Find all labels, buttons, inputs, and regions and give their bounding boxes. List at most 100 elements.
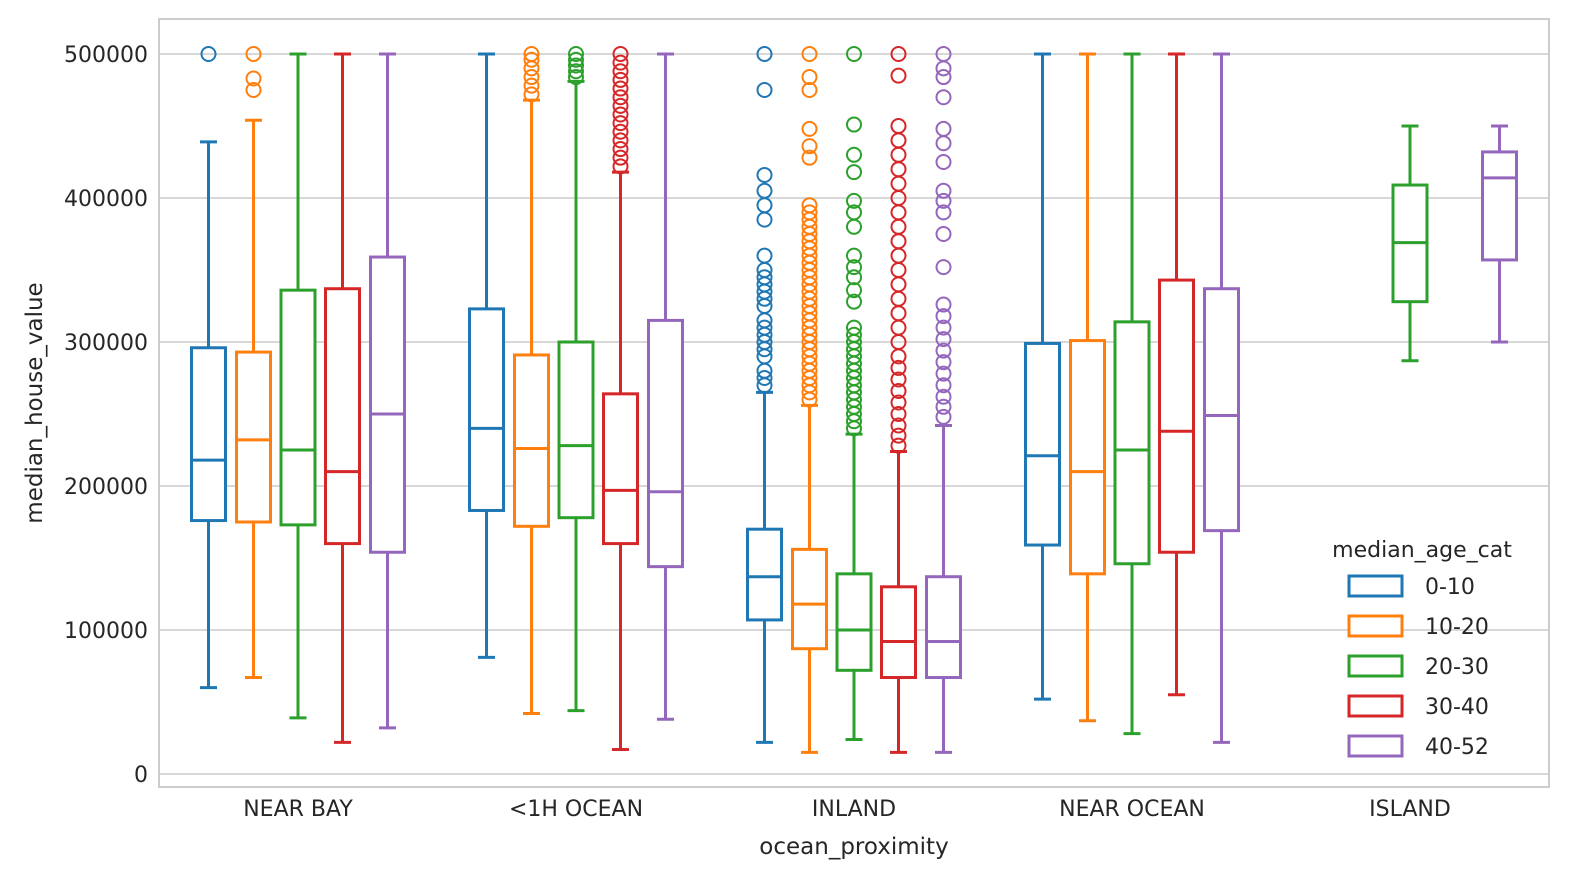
outlier-point	[935, 259, 952, 276]
box-iqr	[190, 346, 227, 523]
outlier-point	[612, 89, 629, 106]
outlier-point	[846, 146, 862, 163]
outlier-point	[245, 46, 262, 62]
x-tick-labels: NEAR BAY <1H OCEAN INLAND NEAR OCEAN ISLAND	[243, 797, 1451, 822]
outlier-point	[612, 97, 629, 114]
outlier-point	[756, 269, 773, 286]
outlier-point	[568, 57, 584, 74]
legend-swatch-20-30	[1347, 654, 1404, 678]
outlier-point	[935, 46, 952, 62]
outlier-point	[801, 82, 818, 98]
outlier-point	[890, 67, 907, 84]
outlier-point	[801, 46, 818, 62]
outlier-point	[200, 46, 217, 62]
box-iqr	[369, 255, 406, 554]
outlier-point	[756, 166, 773, 183]
box-iqr	[880, 585, 917, 680]
outlier-point	[801, 120, 818, 137]
outlier-point	[935, 319, 952, 336]
legend-label-0-10: 0-10	[1425, 575, 1475, 600]
box-0-10-INLAND	[746, 46, 783, 744]
outlier-point	[846, 293, 862, 310]
outlier-point	[846, 247, 862, 264]
outlier-point	[612, 106, 629, 123]
box-40-52-<1H OCEAN	[647, 52, 684, 721]
outlier-point	[612, 54, 629, 71]
outlier-point	[245, 82, 262, 98]
outlier-point	[612, 158, 629, 175]
legend-swatch-30-40	[1347, 694, 1404, 718]
box-10-20-<1H OCEAN	[513, 46, 550, 716]
outlier-point	[756, 370, 773, 386]
outlier-point	[801, 69, 818, 86]
box-iqr	[602, 392, 639, 546]
outlier-point	[801, 197, 818, 214]
outlier-point	[935, 204, 952, 221]
outlier-point	[935, 226, 952, 242]
outlier-point	[935, 89, 952, 106]
outlier-point	[890, 371, 907, 388]
box-20-30-NEAR OCEAN	[1113, 52, 1151, 736]
outlier-point	[935, 296, 952, 313]
box-20-30-<1H OCEAN	[557, 46, 595, 713]
box-iqr	[279, 288, 317, 527]
box-iqr	[468, 307, 505, 512]
y-tick-label: 300000	[64, 331, 148, 356]
legend-swatch-10-20	[1347, 614, 1404, 638]
outlier-point	[890, 46, 907, 62]
legend-label-30-40: 30-40	[1425, 695, 1489, 720]
outlier-point	[935, 377, 952, 394]
outlier-point	[612, 149, 629, 166]
x-axis-label: ocean_proximity	[759, 834, 948, 860]
outlier-point	[846, 326, 862, 343]
outlier-point	[612, 63, 629, 80]
legend-label-20-30: 20-30	[1425, 655, 1489, 680]
outlier-point	[568, 63, 584, 80]
outlier-point	[523, 46, 540, 62]
box-iqr	[835, 572, 873, 672]
legend-swatch-0-10	[1347, 574, 1404, 598]
box-iqr	[1158, 278, 1195, 554]
outlier-point	[890, 437, 907, 454]
outlier-point	[846, 269, 862, 286]
outlier-point	[935, 69, 952, 86]
outlier-point	[846, 319, 862, 336]
box-40-52-NEAR OCEAN	[1203, 52, 1240, 744]
y-tick-label: 500000	[64, 43, 148, 68]
box-iqr	[1113, 320, 1151, 566]
box-20-30-INLAND	[835, 46, 873, 741]
y-tick-label: 100000	[64, 619, 148, 644]
outlier-point	[846, 46, 862, 62]
outlier-point	[890, 406, 907, 422]
box-iqr	[1481, 150, 1518, 262]
outlier-point	[612, 115, 629, 132]
outlier-point	[846, 116, 862, 133]
outlier-point	[756, 319, 773, 336]
outlier-point	[568, 69, 584, 86]
box-20-30-ISLAND	[1391, 124, 1429, 363]
outlier-point	[935, 308, 952, 325]
box-0-10-NEAR OCEAN	[1024, 52, 1061, 701]
outlier-point	[612, 71, 629, 88]
box-iqr	[1069, 339, 1106, 576]
box-iqr	[746, 527, 783, 622]
outlier-point	[890, 417, 907, 434]
box-30-40-NEAR BAY	[324, 52, 361, 744]
outlier-point	[935, 154, 952, 170]
outlier-point	[890, 118, 907, 134]
outlier-point	[846, 192, 862, 209]
outlier-point	[846, 259, 862, 276]
outlier-point	[846, 204, 862, 221]
box-30-40-<1H OCEAN	[602, 46, 639, 752]
outlier-point	[935, 182, 952, 199]
box-0-10-<1H OCEAN	[468, 52, 505, 659]
legend-label-10-20: 10-20	[1425, 615, 1489, 640]
y-axis-label: median_house_value	[22, 282, 48, 523]
outlier-point	[523, 69, 540, 86]
x-tick-label: INLAND	[812, 797, 896, 822]
outlier-point	[890, 382, 907, 399]
box-40-52-ISLAND	[1481, 124, 1518, 344]
outlier-point	[935, 365, 952, 382]
outlier-point	[568, 46, 584, 62]
